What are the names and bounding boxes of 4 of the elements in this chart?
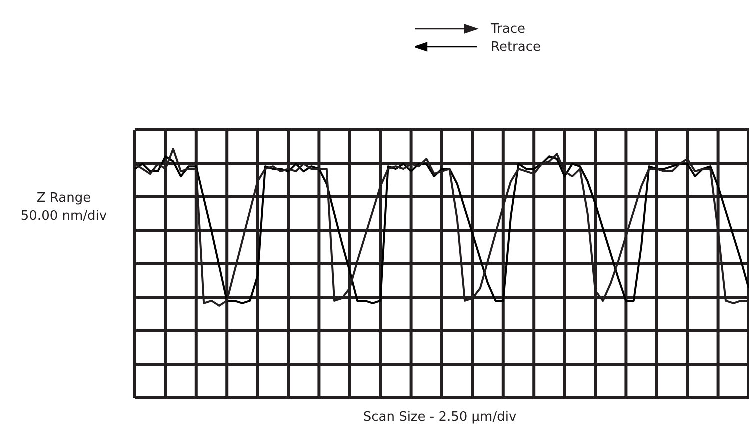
x-axis-title: Scan Size - 2.50 µm/div	[362, 410, 518, 425]
legend-label: Retrace	[491, 40, 542, 54]
legend-label: Trace	[491, 22, 526, 36]
y-axis-title: Z Range 50.00 nm/div	[20, 190, 108, 226]
